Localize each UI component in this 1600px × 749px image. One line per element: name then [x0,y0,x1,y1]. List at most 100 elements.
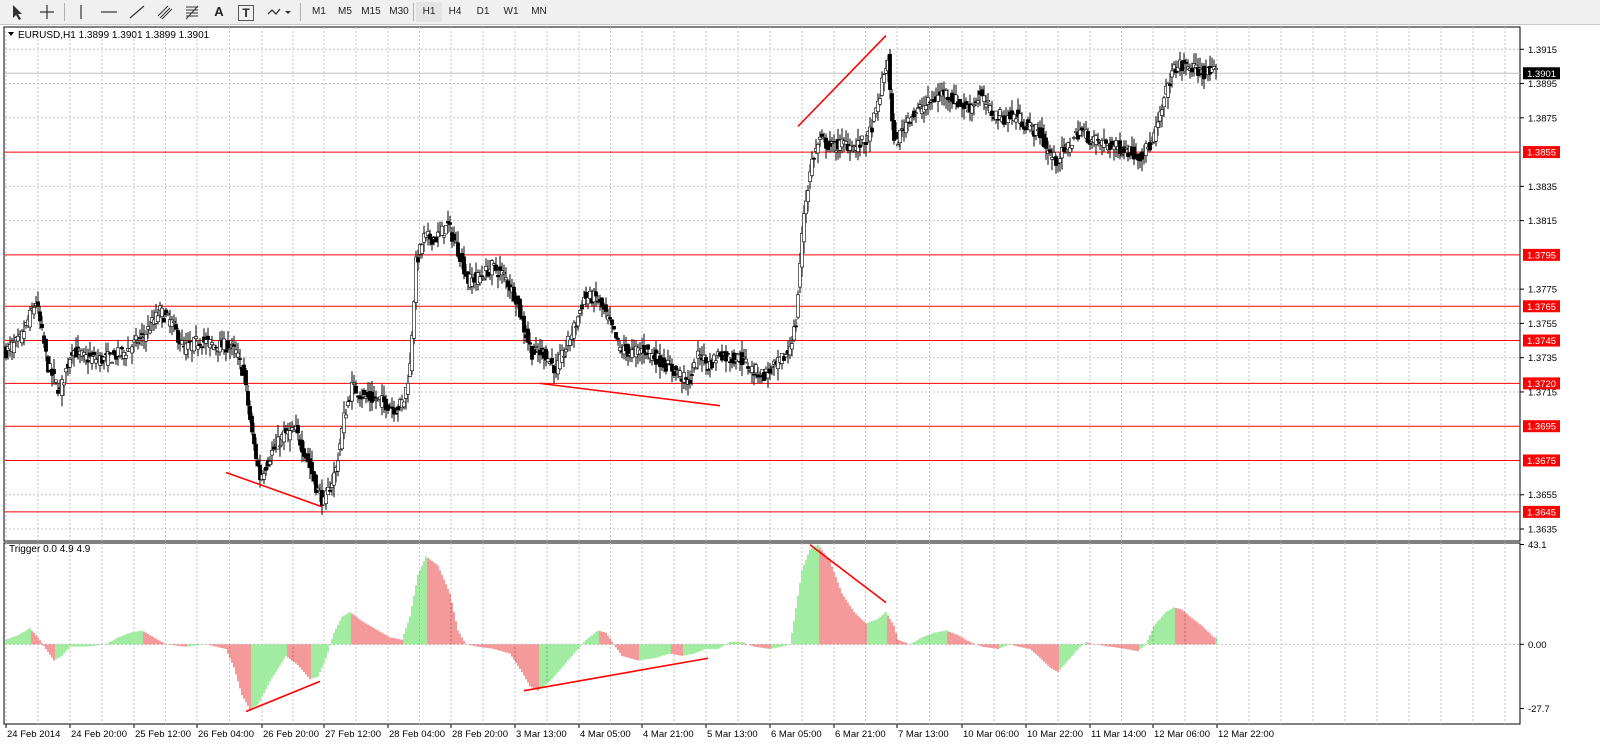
timeframe-mn[interactable]: MN [531,6,547,17]
candle-body [360,396,364,400]
crosshair-icon[interactable] [36,2,58,22]
y-tick-label: 1.3755 [1528,319,1557,330]
candle-body [138,337,142,339]
candle-body [102,356,106,361]
chart-area[interactable]: 1.3915 1.3895 1.3875 1.3835 1.3815 1.3775 1.37… [0,24,1600,749]
candle-body [414,256,418,303]
candle-body [238,358,242,360]
candle-body [794,325,798,328]
timeframe-h1[interactable]: H1 [416,2,442,22]
candle-body [276,436,280,450]
candle-body [490,260,494,276]
x-tick-label: 24 Feb 20:00 [71,729,127,740]
indicator-trendline[interactable] [809,544,887,604]
candle-body [106,351,110,366]
candle-body [876,100,880,112]
y-tick-label: 1.3815 [1528,216,1557,227]
candle-body [610,319,614,326]
timeframe-m30[interactable]: M30 [389,6,409,17]
candle-body [198,343,202,346]
indicator-trendline[interactable] [245,680,321,713]
candle-body [946,97,950,101]
candle-body [498,266,502,271]
candle-body [898,130,902,143]
price-level-tag [1523,454,1560,467]
timeframe-m15[interactable]: M15 [361,6,381,17]
text-label-icon[interactable]: T [238,5,254,21]
candle-body [936,94,940,102]
candle-body [770,365,774,368]
candle-body [262,473,266,480]
candle-body [84,354,88,361]
indicator-tick-label: -27.7 [1528,704,1550,715]
indicator-trendline[interactable] [523,657,709,692]
candle-body [664,361,668,372]
candle-body [344,414,348,419]
x-tick-label: 25 Feb 12:00 [135,729,191,740]
text-tool-icon[interactable]: A [214,4,224,19]
candle-body [108,352,112,355]
candle-body [896,144,900,147]
fibonacci-icon[interactable] [182,2,204,22]
candle-body [1160,109,1164,116]
candle-body [720,351,724,361]
candle-body [528,342,532,345]
candle-body [918,104,922,108]
candle-body [394,412,398,415]
candle-body [44,339,48,352]
price-level-label: 1.3855 [1527,148,1556,159]
candle-body [802,213,806,243]
candle-body [792,326,796,341]
candle-body [28,310,32,328]
candle-body [170,319,174,327]
candle-body [812,158,816,160]
trendline[interactable] [539,382,721,407]
vertical-line-icon[interactable] [70,2,92,22]
candle-body [504,277,508,281]
equidistant-channel-icon[interactable] [154,2,176,22]
candle-body [964,101,968,105]
timeframe-d1[interactable]: D1 [476,6,490,17]
candle-body [62,382,66,386]
price-level-tag [1523,377,1560,390]
candle-body [588,290,592,299]
candle-body [1024,126,1028,131]
horizontal-line-icon[interactable] [98,2,120,22]
cursor-icon[interactable] [6,2,28,22]
candle-body [1184,61,1188,64]
candle-body [272,446,276,450]
y-tick-label: 1.3655 [1528,490,1557,501]
x-tick-label: 26 Feb 20:00 [263,729,319,740]
y-tick-label: 1.3875 [1528,113,1557,124]
timeframe-h4[interactable]: H4 [448,6,462,17]
candle-body [1096,139,1100,141]
candle-body [350,381,354,402]
chart-menu-icon[interactable] [8,32,14,36]
candle-body [440,225,444,236]
x-tick-label: 6 Mar 05:00 [771,729,822,740]
candle-body [254,443,258,460]
y-tick-label: 1.3915 [1528,45,1557,56]
candle-body [986,99,990,103]
candle-body [1014,118,1018,123]
candle-body [1154,126,1158,142]
candle-body [790,343,794,350]
candle-body [402,401,406,408]
candle-body [924,105,928,110]
shapes-dropdown-icon[interactable] [264,2,294,22]
x-tick-label: 28 Feb 04:00 [389,729,445,740]
y-tick-label: 1.3895 [1528,79,1557,90]
candle-body [246,391,250,406]
candle-body [804,200,808,215]
timeframe-m5[interactable]: M5 [338,6,352,17]
candle-body [374,399,378,402]
price-level-tag [1523,334,1560,347]
candle-body [1088,143,1092,145]
timeframe-m1[interactable]: M1 [312,6,326,17]
candle-body [282,430,286,443]
timeframe-w1[interactable]: W1 [503,6,519,17]
trendline[interactable] [797,35,887,127]
trendline[interactable] [225,471,323,508]
trendline-icon[interactable] [126,2,148,22]
candle-body [86,360,90,363]
